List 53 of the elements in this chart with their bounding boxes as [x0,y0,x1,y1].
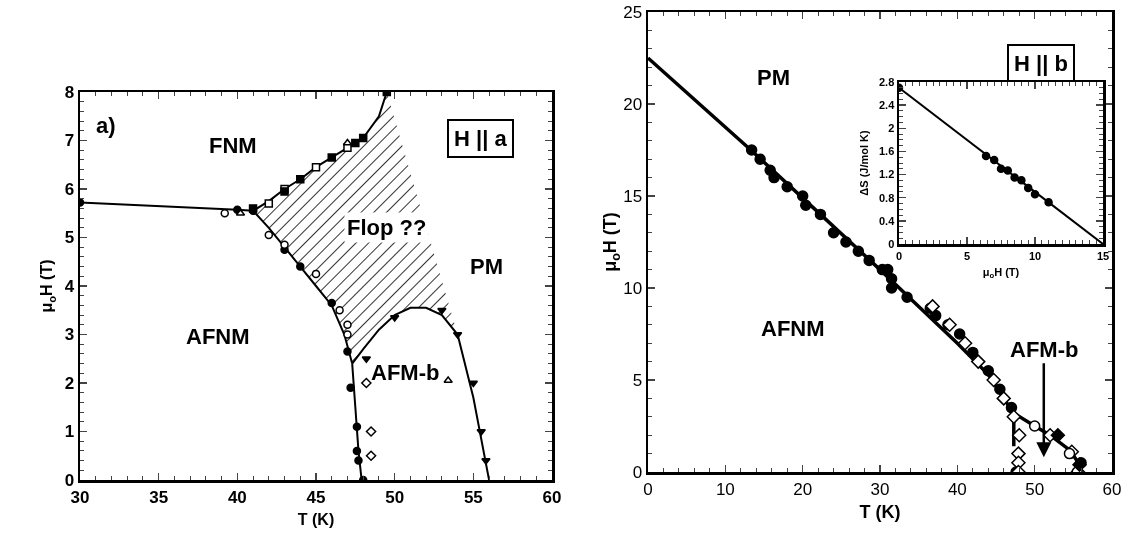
annotation: H || b [1014,51,1068,76]
annotation: AFNM [761,316,825,341]
y-axis-title: ΔS (J/mol K) [858,129,871,196]
y-tick-label: 7 [64,131,75,151]
annotation: AFM-b [371,360,440,385]
annotation: FNM [209,133,257,158]
x-tick-label: 10 [715,479,735,499]
y-tick-label: 4 [64,276,75,296]
x-tick-label: 50 [1025,479,1045,499]
y-tick-label: 2.4 [879,98,896,111]
y-tick-label: 0 [888,237,895,250]
x-tick-label: 35 [149,487,169,507]
x-axis-title: μ$_{o}$H (T) [982,266,1020,281]
y-tick-label: 0.8 [879,191,895,204]
y-tick-label: 2 [64,373,75,393]
x-tick-label: 45 [306,487,326,507]
annotation: H || a [454,126,508,151]
y-tick-label: 0.4 [879,214,896,227]
y-tick-label: 5 [632,370,643,390]
annotation: Flop ?? [347,215,427,240]
y-tick-label: 1.2 [879,168,895,181]
x-tick-label: 60 [1102,479,1122,499]
y-tick-label: 0 [632,462,643,482]
x-tick-label: 60 [542,487,562,507]
y-tick-label: 5 [64,228,75,248]
annotation: AFM-b [1010,337,1079,362]
y-tick-label: 2.8 [879,75,895,88]
y-tick-label: 20 [623,94,643,114]
annotation: a) [96,113,116,138]
y-tick-label: 1.6 [879,145,895,158]
y-tick-label: 3 [64,325,75,345]
y-tick-label: 15 [623,186,643,206]
y-tick-label: 2 [888,122,895,135]
x-tick-label: 30 [870,479,890,499]
x-tick-label: 40 [947,479,967,499]
y-tick-label: 25 [623,2,643,22]
x-axis-title: T (K) [297,510,335,528]
x-axis-title: T (K) [859,502,901,523]
y-tick-label: 1 [64,422,75,442]
y-tick-label: 6 [64,179,75,199]
y-tick-label: 8 [64,82,75,102]
x-tick-label: 30 [70,487,90,507]
x-tick-label: 40 [227,487,247,507]
x-tick-label: 50 [385,487,405,507]
x-tick-label: 5 [963,249,971,262]
annotation: PM [757,65,790,90]
x-tick-label: 55 [463,487,483,507]
annotation: AFNM [186,324,250,349]
x-tick-label: 10 [1028,249,1042,262]
y-tick-label: 10 [623,278,643,298]
annotation: PM [470,254,503,279]
x-tick-label: 15 [1096,249,1110,262]
x-tick-label: 20 [793,479,813,499]
